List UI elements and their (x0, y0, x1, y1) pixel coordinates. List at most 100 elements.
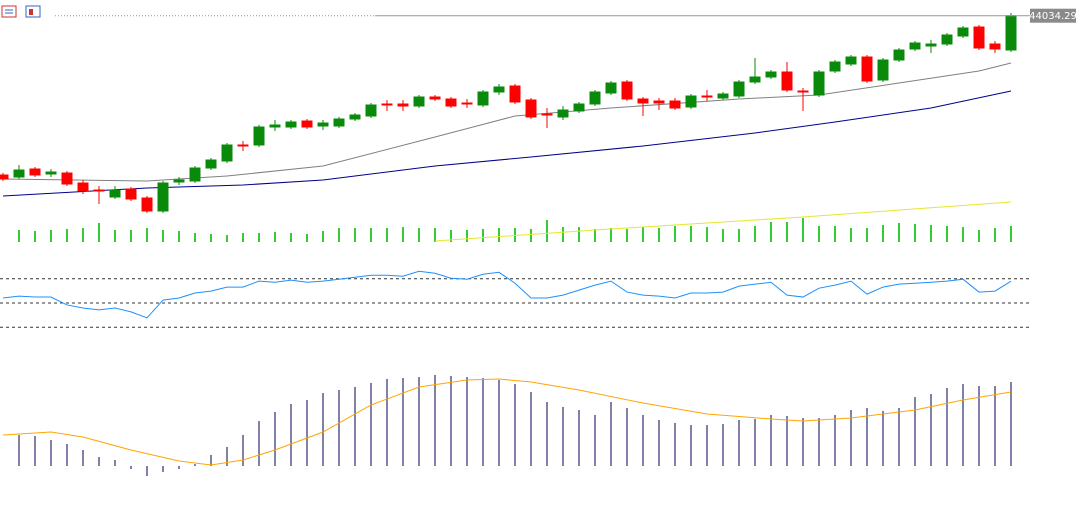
candle-body (893, 49, 905, 61)
candle-body (717, 93, 729, 99)
price-label: 44034.29 (1029, 11, 1077, 22)
candle-body (957, 27, 969, 37)
toolbar-icons (1, 5, 41, 18)
candle-body (349, 114, 361, 120)
volume-bar (82, 228, 84, 242)
volume-bar (770, 222, 772, 242)
volume-bar (530, 229, 532, 242)
candle-body (365, 104, 377, 117)
candle-body (765, 71, 777, 78)
candle-body (285, 121, 297, 128)
candle-body (61, 172, 73, 185)
volume-bar (482, 229, 484, 242)
candle-body (317, 122, 329, 127)
volume-bar (978, 230, 980, 242)
volume-bar (930, 225, 932, 242)
candle-body (77, 182, 89, 192)
volume-bar (194, 233, 196, 242)
candle-body (93, 189, 105, 192)
volume-bar (786, 222, 788, 242)
candle-body (557, 109, 569, 118)
candle-body (781, 71, 793, 91)
volume-bar (434, 228, 436, 242)
candle-body (621, 81, 633, 100)
candle-body (509, 85, 521, 103)
volume-bar (258, 233, 260, 242)
volume-bar (578, 227, 580, 242)
volume-bar (338, 228, 340, 242)
volume-bar (242, 233, 244, 242)
volume-bar (722, 229, 724, 242)
volume-bar (34, 231, 36, 242)
candle-body (845, 56, 857, 65)
candle-body (413, 96, 425, 107)
candle-body (397, 103, 409, 107)
candle-body (589, 91, 601, 105)
candle-body (301, 120, 313, 128)
candle-body (829, 61, 841, 72)
candle-body (701, 95, 713, 98)
candle-body (797, 90, 809, 93)
volume-bar (498, 228, 500, 242)
candle-body (189, 167, 201, 182)
candle-body (237, 144, 249, 147)
moving-average (2, 90, 1012, 197)
volume-bar (818, 226, 820, 242)
candle-body (973, 26, 985, 49)
candle-body (861, 56, 873, 82)
volume-bar (882, 225, 884, 242)
candle-body (541, 113, 553, 116)
volume-bar (98, 223, 100, 242)
volume-bar (706, 227, 708, 242)
volume-bar (834, 226, 836, 242)
candle-body (669, 100, 681, 109)
volume-bar (738, 229, 740, 242)
volume-bar (66, 229, 68, 242)
volume-bar (322, 231, 324, 242)
volume-bar (594, 229, 596, 242)
candle-body (445, 98, 457, 107)
volume-bar (402, 227, 404, 242)
candle-body (333, 118, 345, 127)
volume-bar (306, 234, 308, 242)
candle-body (749, 76, 761, 83)
candle-body (13, 169, 25, 178)
volume-bar (674, 226, 676, 242)
volume-bar (626, 229, 628, 242)
signal-line (2, 378, 1012, 466)
candle-body (461, 102, 473, 105)
volume-bar (898, 223, 900, 242)
volume-bar (386, 228, 388, 242)
candle-body (685, 95, 697, 108)
volume-bar (354, 228, 356, 242)
candle-body (173, 179, 185, 183)
volume-bar (546, 220, 548, 242)
candle-body (925, 43, 937, 47)
candle-body (1005, 15, 1017, 51)
volume-bar (370, 228, 372, 242)
volume-bar (178, 231, 180, 242)
volume-bar (658, 228, 660, 242)
volume-bar (290, 233, 292, 242)
candle-body (813, 71, 825, 96)
candle-body (221, 144, 233, 162)
volume-bar (274, 232, 276, 242)
volume-bar (914, 224, 916, 242)
candle-body (909, 42, 921, 50)
candle-body (141, 197, 153, 212)
candle-body (253, 126, 265, 146)
candle-body (525, 99, 537, 118)
icon-part (29, 9, 33, 15)
candle-body (877, 59, 889, 81)
candle-body (733, 81, 745, 97)
candle-body (45, 171, 57, 175)
candle-body (125, 188, 137, 200)
volume-bar (146, 228, 148, 242)
icon[interactable] (1, 5, 17, 18)
volume-line (434, 201, 1012, 242)
volume-bar (226, 235, 228, 242)
rsi-line (2, 270, 1012, 319)
candle-body (653, 100, 665, 104)
